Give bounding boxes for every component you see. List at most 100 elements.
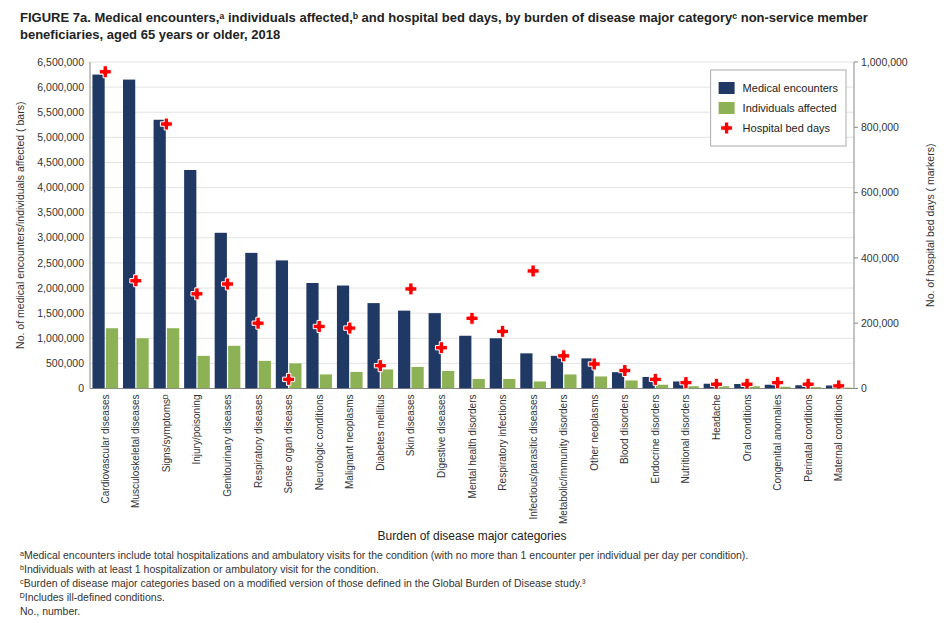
bar <box>520 353 532 388</box>
bar <box>228 346 240 389</box>
x-tick-label: Digestive diseases <box>436 395 447 478</box>
bar <box>625 380 637 388</box>
bar <box>473 379 485 389</box>
series <box>106 328 852 388</box>
y2-tick <box>854 192 858 193</box>
title-line: FIGURE 7a. Medical encounters,ᵃ individu… <box>20 10 868 25</box>
y2-tick-label: 800,000 <box>861 121 899 133</box>
bar <box>367 303 379 388</box>
x-tick-label: Signs/symptomsᴰ <box>161 394 172 472</box>
grid-line <box>90 212 854 213</box>
y2-axis-label: No. of hospital bed days ( markers) <box>924 144 936 307</box>
marker <box>497 325 509 337</box>
background <box>0 0 944 623</box>
y2-tick <box>854 62 858 63</box>
y2-tick-label: 200,000 <box>861 317 899 329</box>
bar <box>337 286 349 389</box>
y-tick-label: 5,500,000 <box>37 106 84 118</box>
y2-axis: 0200,000400,000600,000800,0001,000,000 <box>854 56 908 395</box>
marker <box>435 342 447 354</box>
marker <box>252 317 264 329</box>
footnote: No., number. <box>20 605 80 617</box>
footnote: ᶜBurden of disease major categories base… <box>20 577 586 589</box>
y2-tick-label: 0 <box>861 382 867 394</box>
bar <box>276 260 288 388</box>
x-tick-label: Musculoskeletal diseases <box>130 395 141 508</box>
bar <box>411 367 423 389</box>
x-tick-label: Congenital anomalies <box>772 395 783 491</box>
x-tick-label: Oral conditions <box>742 395 753 462</box>
bar <box>198 356 210 389</box>
bar <box>136 338 148 388</box>
marker <box>680 377 692 389</box>
legend-label: Medical encounters <box>743 82 839 94</box>
x-tick-label: Diabetes mellitus <box>375 395 386 471</box>
footnote: ᴰIncludes ill-defined conditions. <box>20 591 165 603</box>
y2-tick <box>854 388 858 389</box>
marker <box>130 275 142 287</box>
marker <box>374 360 386 372</box>
bar <box>534 381 546 388</box>
title: FIGURE 7a. Medical encounters,ᵃ individu… <box>20 10 868 42</box>
x-tick-label: Blood disorders <box>619 395 630 464</box>
x-tick-label: Nutritional disorders <box>680 395 691 484</box>
marker <box>191 288 203 300</box>
x-tick-label: Maternal conditions <box>833 395 844 482</box>
marker <box>283 373 295 385</box>
bar <box>106 328 118 388</box>
marker <box>649 373 661 385</box>
marker <box>619 365 631 377</box>
marker <box>313 320 325 332</box>
marker <box>588 358 600 370</box>
legend: Medical encountersIndividuals affectedHo… <box>711 70 846 146</box>
bar <box>490 338 502 388</box>
grid-line <box>90 288 854 289</box>
marks <box>92 66 851 389</box>
marker <box>558 350 570 362</box>
marker <box>222 278 234 290</box>
title-line: beneficiaries, aged 65 years or older, 2… <box>20 27 280 42</box>
x-tick-label: Neurologic conditions <box>314 395 325 491</box>
grid-line <box>90 262 854 263</box>
footnote: ᵃMedical encounters include total hospit… <box>20 549 748 561</box>
bar <box>92 75 104 389</box>
bar <box>123 80 135 389</box>
x-tick-label: Respiratory diseases <box>253 395 264 488</box>
grid-line <box>90 338 854 339</box>
x-tick-labels: Cardiovascular diseasesMusculoskeletal d… <box>100 394 844 524</box>
marker <box>160 118 172 130</box>
legend-swatch <box>719 82 735 94</box>
x-axis-label: Burden of disease major categories <box>378 529 567 543</box>
y2-tick <box>854 127 858 128</box>
x-tick-label: Metabolic/immunity disorders <box>558 395 569 525</box>
x-tick-label: Skin diseases <box>405 395 416 457</box>
bar <box>595 376 607 388</box>
bar <box>442 371 454 389</box>
y-tick-label: 2,000,000 <box>37 282 84 294</box>
y-tick-label: 6,500,000 <box>37 56 84 68</box>
footnote: ᵇIndividuals with at least 1 hospitaliza… <box>20 563 379 575</box>
bar <box>167 328 179 388</box>
y-tick-label: 2,500,000 <box>37 257 84 269</box>
x-tick-label: Infectious/parasitic diseases <box>528 395 539 520</box>
marker <box>405 283 417 295</box>
x-tick-label: Perinatal conditions <box>803 395 814 482</box>
bar <box>320 374 332 388</box>
bar <box>306 283 318 388</box>
x-tick-label: Genitourinary diseases <box>222 395 233 497</box>
x-tick-label: Endocrine disorders <box>650 395 661 484</box>
y2-axis-line <box>854 62 855 389</box>
series <box>92 75 838 389</box>
legend-swatch <box>721 122 733 134</box>
marker <box>710 378 722 388</box>
y2-tick <box>854 257 858 258</box>
y-axis-line <box>90 62 91 389</box>
marker <box>772 377 784 389</box>
y2-tick <box>854 323 858 324</box>
y-axis-label: No. of medical encounters/individuals af… <box>14 102 26 349</box>
legend-box <box>711 70 846 146</box>
y-tick-label: 4,500,000 <box>37 156 84 168</box>
y2-tick-label: 600,000 <box>861 186 899 198</box>
y-tick-label: 5,000,000 <box>37 131 84 143</box>
bar <box>398 311 410 389</box>
